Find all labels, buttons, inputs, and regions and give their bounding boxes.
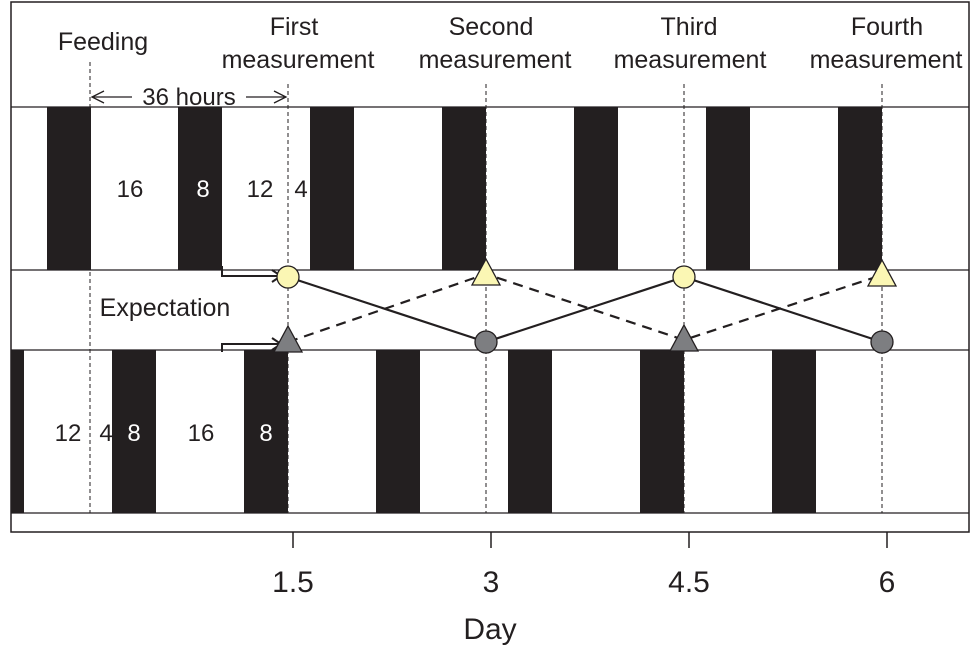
top-light-hours-part1: 12 (247, 176, 274, 203)
measurement-markers (272, 257, 898, 354)
feeding-label: Feeding (58, 28, 148, 56)
dark-band (47, 107, 91, 270)
second-measurement-line1: Second (449, 13, 534, 41)
first-measurement-line2: measurement (222, 46, 375, 74)
arrow-to-bottom-marker (221, 343, 281, 352)
bottom-light-hours-part1: 12 (55, 420, 82, 447)
fourth-measurement-line2: measurement (810, 46, 963, 74)
top-light-hours: 16 (117, 176, 144, 203)
dashed-expectation-line (287, 272, 883, 344)
third-measurement-line1: Third (661, 13, 718, 41)
expectation-label: Expectation (100, 294, 231, 322)
header-labels: Feeding First measurement Second measure… (58, 13, 963, 74)
top-dark-hours: 8 (196, 176, 209, 203)
bottom-light-hours-part2: 4 (99, 420, 112, 447)
dark-band (11, 350, 24, 513)
fourth-measurement-line1: Fourth (851, 13, 923, 41)
tick-label: 1.5 (272, 566, 314, 599)
bottom-schedule-numbers: 12 4 8 16 8 (55, 420, 273, 447)
dark-band (112, 350, 156, 513)
top-schedule-numbers: 16 8 12 4 (117, 176, 308, 203)
expectation-arrows (221, 266, 283, 352)
dark-band (574, 107, 618, 270)
third-measurement-line2: measurement (614, 46, 767, 74)
dark-band (706, 107, 750, 270)
dark-band (640, 350, 684, 513)
x-axis-tick-labels: 1.5 3 4.5 6 (272, 566, 895, 599)
arrow-to-top-marker (221, 266, 281, 277)
interval-label: 36 hours (142, 84, 235, 111)
solid-expectation-line (287, 275, 883, 344)
bottom-light-hours: 16 (188, 420, 215, 447)
measurement-guides (89, 62, 883, 513)
light-circle-marker (672, 265, 696, 289)
dark-band (838, 107, 882, 270)
dark-band (508, 350, 552, 513)
interval-arrow: 36 hours (90, 84, 288, 111)
bottom-schedule-dark-bands (11, 350, 816, 513)
dark-band (376, 350, 420, 513)
bottom-dark-hours-2: 8 (259, 420, 272, 447)
dark-band (244, 350, 288, 513)
dark-triangle-marker (668, 323, 700, 352)
light-triangle-marker (866, 258, 898, 287)
top-schedule-dark-bands (47, 107, 882, 270)
dark-triangle-marker (272, 324, 304, 353)
dark-band (178, 107, 222, 270)
bottom-dark-hours: 8 (127, 420, 140, 447)
dark-band (310, 107, 354, 270)
light-triangle-marker (470, 257, 502, 286)
tick-label: 4.5 (668, 566, 710, 599)
second-measurement-line2: measurement (419, 46, 572, 74)
dark-band (772, 350, 816, 513)
x-axis-ticks (292, 532, 888, 548)
dark-circle-marker (870, 330, 894, 354)
x-axis-label: Day (463, 613, 516, 646)
dark-circle-marker (474, 330, 498, 354)
tick-label: 3 (483, 566, 500, 599)
light-circle-marker (276, 265, 300, 289)
first-measurement-line1: First (270, 13, 319, 41)
dark-band (442, 107, 486, 270)
tick-label: 6 (879, 566, 896, 599)
top-light-hours-part2: 4 (294, 176, 307, 203)
